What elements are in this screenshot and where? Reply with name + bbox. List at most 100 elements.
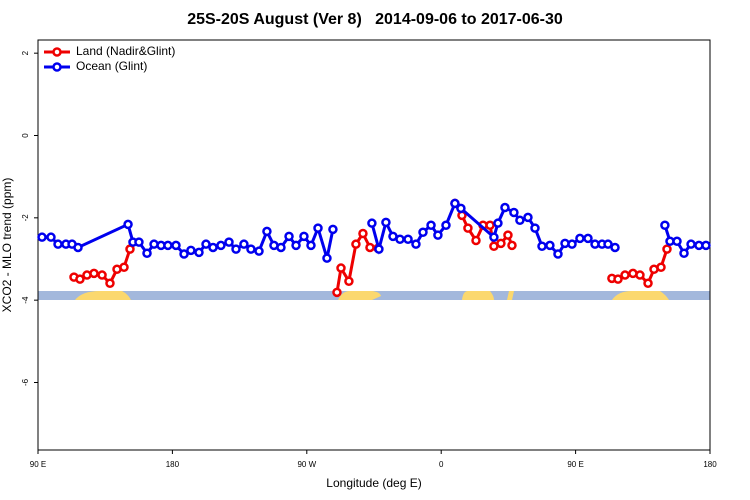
point	[358, 228, 368, 239]
point	[332, 287, 342, 298]
point	[75, 274, 85, 284]
point	[620, 270, 630, 280]
point	[216, 240, 226, 251]
x-tick-label: 90 W	[297, 460, 316, 469]
point	[418, 227, 428, 237]
point	[262, 226, 272, 237]
point	[672, 236, 682, 247]
point	[208, 242, 218, 253]
point	[635, 270, 645, 280]
y-tick-label: -2	[21, 214, 30, 222]
land-shape	[462, 291, 494, 300]
point	[142, 248, 152, 258]
point	[433, 230, 443, 240]
land-shape	[507, 291, 514, 300]
y-tick-label: -6	[21, 378, 30, 386]
point	[224, 237, 234, 247]
point	[509, 207, 519, 218]
point	[46, 232, 56, 242]
point	[553, 249, 563, 259]
point	[660, 220, 670, 230]
point	[610, 242, 620, 253]
point	[299, 231, 309, 242]
point	[537, 241, 547, 251]
point	[246, 244, 256, 254]
point	[201, 239, 211, 249]
point	[686, 239, 696, 249]
point	[507, 240, 517, 251]
point	[254, 246, 264, 256]
point	[53, 239, 63, 249]
point	[365, 242, 375, 253]
point	[456, 203, 466, 214]
point	[575, 233, 585, 244]
legend-label: Land (Nadir&Glint)	[76, 44, 175, 58]
point	[179, 249, 189, 259]
point	[395, 234, 405, 244]
point	[367, 218, 377, 228]
point	[500, 202, 510, 213]
point	[89, 268, 99, 279]
y-tick-label: -4	[21, 296, 30, 304]
point	[351, 239, 361, 249]
point	[328, 224, 338, 235]
point	[471, 235, 481, 246]
point	[306, 240, 316, 251]
point	[679, 248, 689, 258]
point	[643, 278, 653, 289]
point	[530, 223, 540, 233]
point	[313, 223, 323, 233]
point	[336, 263, 346, 273]
point	[485, 220, 495, 230]
legend-marker	[52, 62, 62, 72]
point	[603, 239, 613, 249]
point	[493, 218, 503, 228]
point	[496, 238, 506, 249]
point	[231, 244, 241, 254]
point	[403, 234, 413, 244]
point	[374, 244, 384, 254]
point	[37, 232, 47, 242]
point	[503, 230, 513, 240]
point	[163, 240, 173, 251]
point	[134, 237, 144, 247]
point	[73, 242, 83, 253]
land-mask	[38, 291, 710, 300]
point	[284, 231, 294, 242]
y-tick-label: 2	[21, 50, 30, 55]
point	[583, 233, 593, 244]
point	[381, 217, 391, 228]
chart-title: 25S-20S August (Ver 8) 2014-09-06 to 201…	[187, 11, 563, 28]
point	[291, 240, 301, 251]
point	[97, 270, 107, 280]
point	[463, 223, 473, 233]
x-tick-label: 90 E	[567, 460, 583, 469]
x-tick-label: 180	[703, 460, 717, 469]
x-tick-label: 180	[166, 460, 180, 469]
point	[701, 240, 711, 251]
point	[123, 219, 133, 230]
point	[426, 220, 436, 230]
point	[489, 232, 499, 242]
point	[523, 212, 533, 223]
x-tick-label: 90 E	[30, 460, 46, 469]
point	[344, 276, 354, 286]
point	[411, 239, 421, 249]
legend-label: Ocean (Glint)	[76, 59, 147, 73]
point	[656, 262, 666, 272]
land-shape	[75, 291, 131, 300]
point	[239, 239, 249, 249]
point	[441, 220, 451, 230]
y-axis-title: XCO2 - MLO trend (ppm)	[0, 178, 14, 313]
point	[194, 247, 204, 258]
x-axis-title: Longitude (deg E)	[326, 476, 421, 490]
point	[322, 253, 332, 263]
point	[567, 239, 577, 249]
point	[171, 240, 181, 251]
point	[105, 278, 115, 289]
point	[119, 262, 129, 272]
point	[662, 244, 672, 254]
point	[276, 242, 286, 253]
point	[613, 274, 623, 284]
